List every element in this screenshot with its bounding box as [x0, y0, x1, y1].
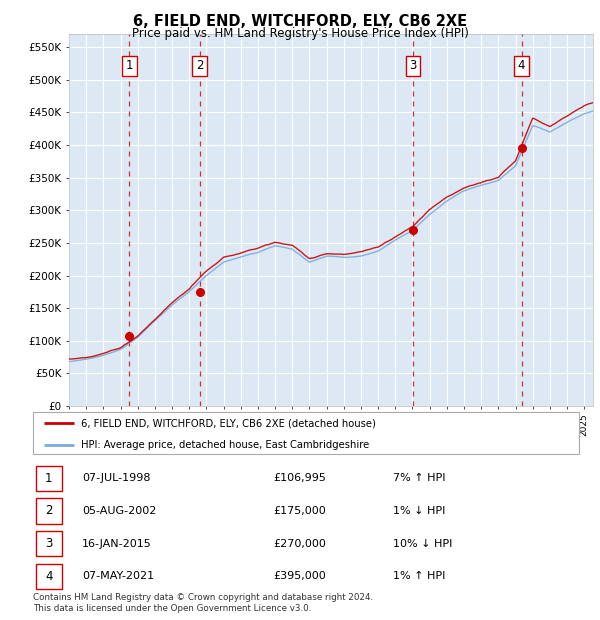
Text: 07-JUL-1998: 07-JUL-1998 [82, 473, 151, 483]
Text: 6, FIELD END, WITCHFORD, ELY, CB6 2XE: 6, FIELD END, WITCHFORD, ELY, CB6 2XE [133, 14, 467, 29]
Text: Price paid vs. HM Land Registry's House Price Index (HPI): Price paid vs. HM Land Registry's House … [131, 27, 469, 40]
Text: HPI: Average price, detached house, East Cambridgeshire: HPI: Average price, detached house, East… [81, 440, 369, 450]
Text: 3: 3 [45, 537, 53, 550]
Text: 2: 2 [45, 505, 53, 517]
Text: 1: 1 [126, 60, 133, 72]
FancyBboxPatch shape [36, 466, 62, 491]
Text: £106,995: £106,995 [273, 473, 326, 483]
Text: 4: 4 [518, 60, 525, 72]
Text: Contains HM Land Registry data © Crown copyright and database right 2024.
This d: Contains HM Land Registry data © Crown c… [33, 593, 373, 613]
Text: 2: 2 [196, 60, 203, 72]
Text: 10% ↓ HPI: 10% ↓ HPI [394, 539, 453, 549]
Text: 1% ↑ HPI: 1% ↑ HPI [394, 571, 446, 581]
Text: 1: 1 [45, 472, 53, 485]
Text: 05-AUG-2002: 05-AUG-2002 [82, 506, 157, 516]
Text: £175,000: £175,000 [273, 506, 326, 516]
Text: 1% ↓ HPI: 1% ↓ HPI [394, 506, 446, 516]
Text: 3: 3 [409, 60, 417, 72]
Text: £395,000: £395,000 [273, 571, 326, 581]
Text: £270,000: £270,000 [273, 539, 326, 549]
Text: 7% ↑ HPI: 7% ↑ HPI [394, 473, 446, 483]
Text: 6, FIELD END, WITCHFORD, ELY, CB6 2XE (detached house): 6, FIELD END, WITCHFORD, ELY, CB6 2XE (d… [81, 418, 376, 428]
Text: 07-MAY-2021: 07-MAY-2021 [82, 571, 154, 581]
FancyBboxPatch shape [36, 564, 62, 589]
Text: 4: 4 [45, 570, 53, 583]
FancyBboxPatch shape [36, 531, 62, 556]
FancyBboxPatch shape [36, 498, 62, 523]
FancyBboxPatch shape [33, 412, 579, 454]
Text: 16-JAN-2015: 16-JAN-2015 [82, 539, 152, 549]
